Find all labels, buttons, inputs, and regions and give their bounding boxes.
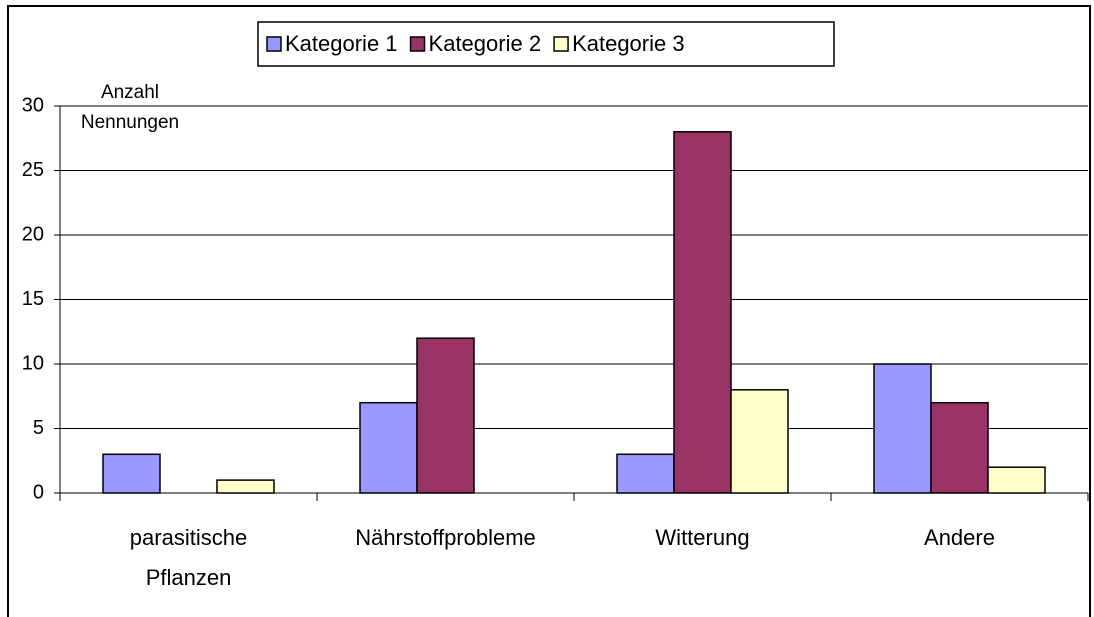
bar (102, 453, 161, 494)
y-tick-label: 30 (22, 94, 44, 116)
y-tick-label: 0 (33, 481, 44, 503)
legend-label: Kategorie 1 (285, 31, 398, 56)
bar (873, 363, 932, 494)
bar (616, 453, 675, 494)
legend-label: Kategorie 3 (572, 31, 685, 56)
legend-label: Kategorie 2 (429, 31, 542, 56)
bar (987, 466, 1046, 494)
y-axis-label: Anzahl Nennungen (80, 82, 180, 133)
legend-swatch (266, 36, 282, 52)
legend-swatch (553, 36, 569, 52)
x-tick-label: Andere (924, 525, 995, 550)
bar (673, 131, 732, 494)
x-tick-label: Witterung (655, 525, 750, 550)
y-tick-label: 10 (22, 352, 44, 374)
legend-swatch (409, 36, 426, 52)
y-tick-label: 20 (22, 223, 44, 245)
y-tick-label: 5 (33, 417, 44, 439)
y-tick-label: 25 (22, 159, 44, 181)
bar (216, 479, 275, 494)
bar (359, 401, 418, 494)
x-tick-label: parasitische Pflanzen (129, 525, 248, 590)
x-tick-label: Nährstoffprobleme (355, 525, 536, 550)
y-tick-label: 15 (22, 288, 44, 310)
bar (730, 389, 789, 494)
bar (416, 337, 475, 494)
frame (7, 5, 1091, 617)
bar (930, 401, 989, 494)
legend-box (257, 21, 835, 67)
